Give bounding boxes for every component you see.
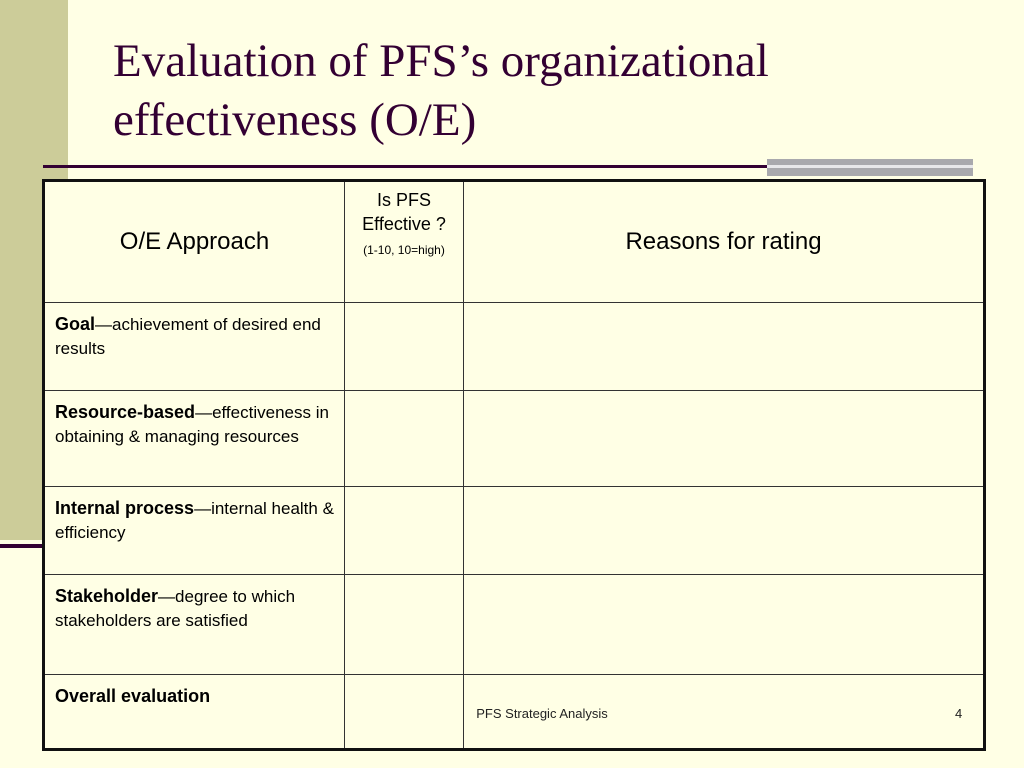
slide-title: Evaluation of PFS’s organizational effec… bbox=[113, 35, 769, 146]
approach-desc: —achievement of desired end results bbox=[55, 315, 321, 358]
oe-evaluation-table: O/E Approach Is PFS Effective ? (1-10, 1… bbox=[42, 179, 986, 751]
approach-name: Resource-based bbox=[55, 402, 196, 422]
header-effective-scale: (1-10, 10=high) bbox=[363, 243, 445, 257]
reasons-cell[interactable] bbox=[463, 302, 985, 391]
rating-cell[interactable] bbox=[344, 486, 464, 575]
reasons-cell[interactable] bbox=[463, 390, 985, 487]
row-approach-cell: Internal process—internal health & effic… bbox=[43, 486, 345, 575]
approach-name: Goal bbox=[55, 314, 96, 334]
row-approach-cell: Goal—achievement of desired end results bbox=[43, 302, 345, 391]
row-approach-cell: Stakeholder—degree to which stakeholders… bbox=[43, 574, 345, 675]
header-effective-label: Is PFS Effective ? bbox=[362, 190, 446, 234]
approach-name: Internal process bbox=[55, 498, 195, 518]
table-header-row: O/E Approach Is PFS Effective ? (1-10, 1… bbox=[43, 180, 985, 303]
row-approach-cell: Overall evaluation bbox=[43, 674, 345, 750]
approach-desc: —effectiveness in obtaining & managing r… bbox=[55, 403, 329, 446]
approach-name: Stakeholder bbox=[55, 586, 159, 606]
rating-cell[interactable] bbox=[344, 574, 464, 675]
header-effective: Is PFS Effective ? (1-10, 10=high) bbox=[344, 180, 464, 303]
title-underline bbox=[43, 165, 973, 168]
approach-name: Overall evaluation bbox=[55, 686, 211, 706]
table-row: Internal process—internal health & effic… bbox=[43, 486, 985, 575]
reasons-cell[interactable] bbox=[463, 674, 985, 750]
left-decor-line bbox=[0, 544, 68, 548]
approach-desc: —degree to which stakeholders are satisf… bbox=[55, 587, 296, 630]
table-row: Goal—achievement of desired end results bbox=[43, 302, 985, 391]
header-reasons: Reasons for rating bbox=[463, 180, 985, 303]
approach-desc: —internal health & efficiency bbox=[55, 499, 334, 542]
page-number: 4 bbox=[955, 706, 963, 721]
rating-cell[interactable] bbox=[344, 302, 464, 391]
table-row: Overall evaluation bbox=[43, 674, 985, 750]
row-approach-cell: Resource-based—effectiveness in obtainin… bbox=[43, 390, 345, 487]
header-approach: O/E Approach bbox=[43, 180, 345, 303]
slide-footer: PFS Strategic Analysis bbox=[476, 706, 608, 721]
reasons-cell[interactable] bbox=[463, 574, 985, 675]
accent-bar bbox=[767, 159, 973, 176]
table-row: Resource-based—effectiveness in obtainin… bbox=[43, 390, 985, 487]
reasons-cell[interactable] bbox=[463, 486, 985, 575]
table-row: Stakeholder—degree to which stakeholders… bbox=[43, 574, 985, 675]
rating-cell[interactable] bbox=[344, 390, 464, 487]
